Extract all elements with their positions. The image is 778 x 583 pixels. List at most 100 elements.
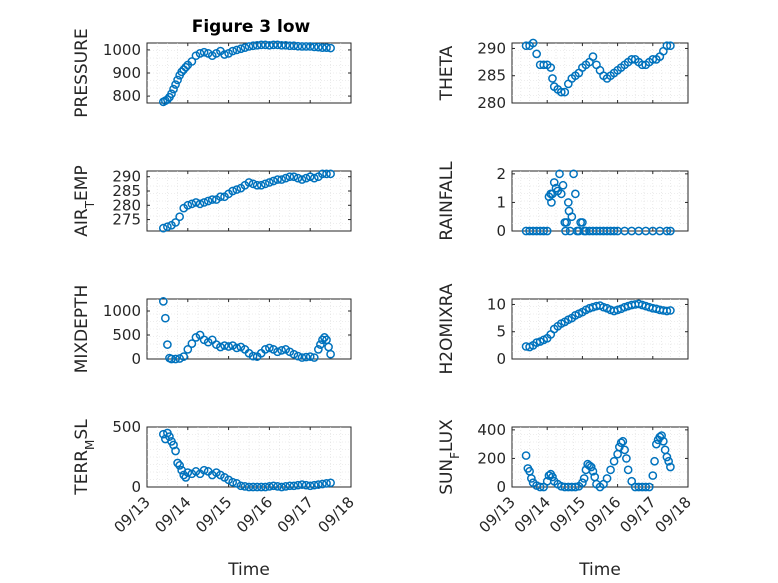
data-point [175, 212, 184, 222]
data-point [244, 482, 254, 492]
data-point [297, 42, 307, 51]
panel-mixdepth: 0 500 1000 MIXDEPTH [72, 285, 352, 373]
data-point [203, 196, 213, 206]
y-tick-label: 275 [112, 211, 141, 229]
data-point [293, 173, 303, 183]
data-point [641, 482, 651, 492]
data-point [171, 354, 180, 364]
data-point [309, 42, 319, 52]
data-point [183, 468, 193, 477]
data-point [281, 40, 291, 50]
data-point [569, 169, 578, 179]
data-point [556, 87, 566, 97]
data-point [527, 474, 536, 483]
data-point [187, 57, 197, 66]
figure-title: Figure 3 low [192, 17, 311, 37]
data-point [326, 169, 335, 179]
data-point [648, 471, 658, 480]
data-point [228, 46, 238, 56]
data-point [232, 185, 242, 194]
data-point [240, 482, 250, 491]
data-point [240, 43, 250, 52]
data-point [173, 458, 182, 468]
data-point [236, 44, 246, 54]
panel-terr-msl: 0 500 TERRMSL 09/1309/1409/1509/1609/1709/1… [72, 418, 358, 580]
data-point [297, 175, 307, 184]
data-point [623, 465, 633, 475]
data-point [289, 41, 299, 51]
y-tick-label: 0 [496, 222, 506, 240]
data-point [539, 226, 549, 236]
data-point [571, 482, 580, 492]
data-point [521, 41, 531, 51]
y-tick-label: 10 [487, 295, 506, 313]
data-point [305, 352, 315, 361]
data-point [539, 60, 549, 70]
data-point [309, 480, 319, 490]
data-point [191, 198, 201, 207]
data-point [216, 192, 225, 202]
data-point [207, 195, 217, 204]
data-point [260, 179, 270, 189]
data-point [588, 466, 598, 476]
data-point [648, 55, 658, 64]
data-point [269, 40, 278, 50]
data-point [314, 345, 323, 354]
data-point [528, 38, 538, 48]
data-point [535, 482, 545, 492]
data-point [163, 95, 172, 104]
data-point [256, 482, 266, 492]
data-point [618, 436, 628, 446]
data-point [558, 180, 568, 190]
data-point [183, 200, 193, 210]
data-point [320, 333, 329, 342]
data-point [548, 472, 557, 482]
data-point [555, 169, 564, 179]
data-point [664, 456, 673, 466]
x-tick-label: 09/14 [511, 493, 554, 536]
data-point [289, 172, 299, 182]
data-point [252, 180, 262, 190]
data-point [158, 223, 168, 233]
data-point [173, 75, 182, 85]
data-point [224, 342, 233, 351]
data-point [637, 60, 647, 70]
y-tick-label: 0 [496, 478, 506, 496]
data-point [228, 186, 238, 196]
data-point [571, 189, 580, 199]
data-point [195, 199, 205, 209]
data-point [269, 176, 278, 186]
data-point [666, 306, 675, 315]
data-point [567, 212, 577, 222]
data-point [158, 297, 168, 306]
data-point [560, 87, 570, 97]
data-point [163, 340, 172, 349]
data-point [549, 178, 559, 187]
x-tick-label: 09/18 [315, 493, 358, 536]
y-tick-label: 1 [496, 193, 506, 211]
data-point [662, 306, 672, 316]
x-tick-label: 09/13 [476, 493, 519, 536]
y-axis-label: AIRTEMP [72, 165, 97, 236]
data-point [561, 226, 570, 236]
data-point [265, 482, 274, 491]
data-point [232, 343, 242, 353]
data-point [293, 351, 303, 361]
y-tick-label: 900 [112, 64, 141, 82]
y-axis-label: THETA [437, 45, 457, 101]
x-tick-label: 09/18 [652, 493, 695, 536]
data-point [650, 456, 659, 466]
data-point [301, 352, 311, 362]
data-point [167, 354, 176, 364]
data-point [181, 473, 191, 482]
y-tick-label: 500 [112, 326, 141, 344]
y-tick-label: 280 [112, 196, 141, 214]
data-point [563, 198, 573, 207]
y-axis-label: SUNFLUX [437, 419, 462, 495]
y-tick-label: 2 [496, 165, 506, 183]
data-point [199, 47, 209, 57]
panel-rainfall: 0 1 2 RAINFALL [437, 161, 689, 241]
data-point [627, 55, 637, 64]
y-tick-label: 290 [112, 168, 141, 186]
data-point [277, 482, 286, 492]
